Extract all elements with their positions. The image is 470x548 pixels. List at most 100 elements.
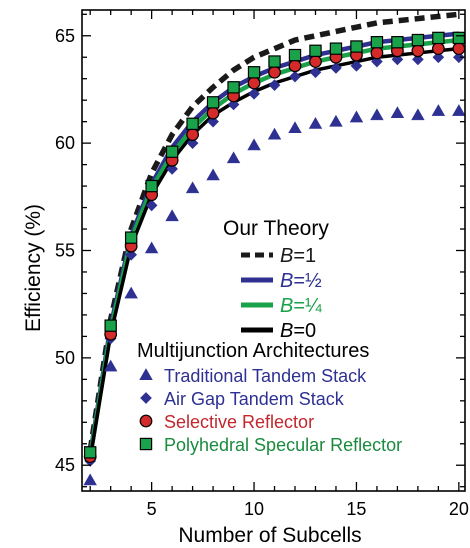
theory-legend-label-1: B=½: [280, 270, 322, 292]
theory-line-0: [87, 11, 460, 451]
data-point-square: [370, 36, 384, 49]
x-tick-label: 15: [346, 499, 366, 519]
data-point-diamond: [371, 55, 383, 68]
data-point-square: [124, 231, 138, 244]
data-point-triangle: [308, 117, 323, 129]
data-point-square: [288, 48, 302, 62]
data-point-square: [309, 44, 322, 57]
data-point-diamond: [145, 199, 158, 212]
data-point-triangle: [431, 104, 446, 116]
data-point-square: [145, 179, 158, 193]
theory-legend-value: =½: [293, 270, 322, 292]
data-point-diamond: [432, 51, 445, 64]
data-point-triangle: [247, 138, 261, 151]
data-point-triangle: [206, 168, 220, 181]
marker-legend-symbol-square: [139, 437, 153, 451]
x-axis-label: Number of Subcells: [178, 524, 361, 547]
data-point-triangle: [370, 108, 384, 121]
data-point-triangle: [124, 286, 138, 299]
data-point-square: [186, 117, 199, 131]
data-point-triangle: [226, 151, 241, 164]
theory-legend-variable: B: [280, 270, 293, 292]
data-point-triangle: [411, 108, 425, 121]
x-tick-label: 20: [449, 499, 469, 519]
theory-legend-variable: B: [280, 245, 293, 267]
marker-legend-symbol-triangle: [139, 368, 153, 380]
axes: 5 10 15 20 45 50 55 60 65: [55, 10, 469, 519]
y-axis-label: Efficiency (%): [22, 204, 45, 332]
theory-legend-label-3: B=0: [280, 320, 316, 342]
data-point-diamond: [289, 70, 301, 83]
data-point-square: [227, 81, 240, 94]
data-point-triangle: [349, 110, 364, 123]
data-point-triangle: [103, 359, 118, 372]
data-point-triangle: [144, 241, 159, 254]
theory-legend-value: =¼: [293, 295, 322, 317]
theory-legend-label-0: B=1: [280, 245, 316, 267]
y-tick-label: 60: [55, 133, 75, 153]
data-point-circle: [309, 55, 322, 68]
data-point-diamond: [309, 66, 322, 79]
data-point-triangle: [185, 181, 200, 194]
data-point-diamond: [227, 98, 240, 111]
data-point-circle: [247, 76, 261, 90]
data-point-circle: [370, 46, 384, 60]
marker-legend-label: Polyhedral Specular Reflector: [164, 435, 402, 455]
data-point-triangle: [83, 473, 97, 486]
y-tick-label: 45: [55, 455, 75, 475]
data-point-square: [391, 36, 404, 49]
y-tick-label: 55: [55, 241, 75, 261]
data-point-diamond: [412, 53, 424, 66]
data-point-square: [268, 55, 281, 68]
theory-legend-value: =1: [293, 245, 316, 267]
data-point-triangle: [165, 209, 179, 222]
theory-legend-title: Our Theory: [223, 217, 329, 240]
data-point-square: [329, 42, 343, 55]
data-point-circle: [431, 42, 445, 56]
data-point-circle: [268, 65, 281, 79]
data-point-square: [432, 31, 445, 45]
data-point-circle: [186, 128, 199, 141]
data-point-square: [83, 446, 97, 459]
data-point-triangle: [452, 104, 466, 116]
data-point-diamond: [207, 115, 219, 128]
theory-legend-value: =0: [293, 320, 316, 342]
data-point-triangle: [329, 114, 343, 127]
x-tick-label: 10: [244, 499, 264, 519]
theory-legend-label-2: B=¼: [280, 295, 322, 317]
data-point-square: [165, 145, 179, 158]
data-point-diamond: [330, 62, 342, 74]
data-point-triangle: [390, 106, 405, 119]
theory-legend-variable: B: [280, 320, 293, 342]
data-point-diamond: [125, 248, 137, 261]
data-point-circle: [411, 44, 425, 58]
data-point-diamond: [186, 137, 199, 149]
theory-legend-variable: B: [280, 295, 293, 317]
data-point-square: [411, 33, 425, 47]
data-point-triangle: [288, 121, 302, 134]
marker-legend-title: Multijunction Architectures: [137, 340, 369, 362]
data-point-square: [247, 66, 261, 79]
data-point-circle: [206, 106, 220, 120]
data-point-square: [452, 31, 466, 45]
data-point-diamond: [248, 87, 260, 100]
y-tick-label: 50: [55, 348, 75, 368]
data-point-square: [104, 319, 117, 332]
marker-legend-symbol-circle: [139, 414, 153, 428]
data-point-square: [350, 40, 363, 53]
data-point-diamond: [268, 79, 281, 91]
data-point-diamond: [453, 51, 465, 64]
marker-legend-label: Traditional Tandem Stack: [164, 366, 367, 386]
marker-legend-label: Air Gap Tandem Stack: [164, 389, 345, 409]
data-point-diamond: [350, 60, 363, 72]
data-point-diamond: [391, 53, 404, 66]
data-point-square: [206, 96, 220, 109]
marker-legend-symbol-diamond: [140, 392, 152, 404]
data-point-diamond: [166, 163, 178, 175]
marker-legend-label: Selective Reflector: [164, 412, 314, 432]
plot-area: [83, 11, 466, 486]
x-tick-label: 5: [147, 499, 157, 519]
data-point-triangle: [267, 127, 282, 140]
